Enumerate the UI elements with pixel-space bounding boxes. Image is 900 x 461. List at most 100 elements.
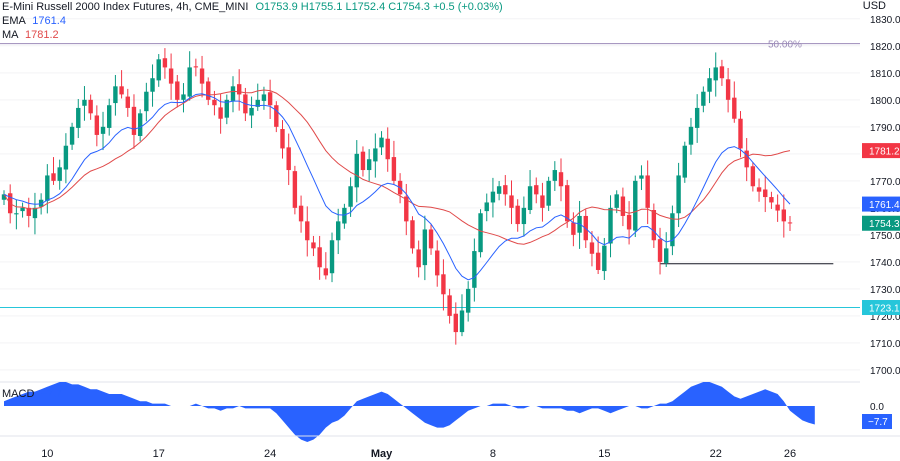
candle-down [534,185,539,195]
candle-up [676,175,681,214]
time-tick-label: 26 [784,448,796,460]
candle-up [100,126,106,134]
candle-up [608,207,613,244]
candle-up [261,94,267,101]
ema-legend-row[interactable]: EMA 1761.4 [2,14,503,28]
ma-legend-row[interactable]: MA 1781.2 [2,28,503,42]
candle-down [763,189,768,198]
candle-down [428,229,434,249]
candle-down [206,81,211,100]
candle-up [546,180,551,206]
candle-up [465,288,471,313]
candle-down [286,147,291,171]
candle-down [571,222,576,235]
candle-down [558,172,564,187]
price-tick-label: 1830.0 [870,15,900,26]
candle-down [657,239,663,262]
price-tick-label: 1720.0 [870,312,900,323]
candle-down [236,84,242,95]
candle-up [82,99,87,106]
candle-up [249,107,254,116]
time-tick-label: 17 [153,448,165,460]
candle-down [199,68,205,84]
candle-up [230,86,236,101]
macd-legend[interactable]: MACD −7.7 [2,388,62,400]
candle-down [732,97,737,119]
candle-down [540,195,545,208]
candle-down [441,274,446,295]
price-badges: 1781.2 1761.4 1754.3 1723.1 [862,143,900,316]
time-tick-label: 24 [264,448,276,460]
candle-up [602,245,607,272]
candle-down [651,210,657,241]
price-badge-text: 1781.2 [869,147,900,158]
time-tick-label: 15 [598,448,610,460]
price-axis[interactable]: 1830.01820.01810.01800.01790.01780.01770… [870,15,900,377]
candle-down [503,185,508,195]
price-badge-text: 1723.1 [869,304,900,315]
candle-down [125,96,130,108]
candle-down [305,221,310,241]
time-axis[interactable]: 10 17 24 May 8 15 22 26 [0,435,900,460]
chart-grid [0,18,860,371]
candle-up [713,67,718,81]
candle-down [317,247,322,268]
candle-down [781,209,787,222]
candle-down [416,249,421,268]
candle-down [515,205,520,225]
candle-down [267,92,273,106]
price-tick-label: 1810.0 [870,69,900,80]
exchange: CME_MINI [194,1,249,13]
fib-level-label: 50.00% [768,40,802,51]
macd-zero-label: 0.0 [870,402,884,413]
candle-up [76,107,81,128]
candle-up [38,199,44,207]
candle-up [1,194,7,200]
time-tick-label: May [371,448,393,460]
candle-up [478,213,483,253]
candle-up [459,310,465,333]
ma-line [3,89,791,245]
price-tick-label: 1700.0 [870,366,900,377]
candle-down [589,242,595,254]
candle-up [224,99,230,118]
candle-down [323,268,329,276]
candle-up [137,113,143,137]
candle-up [20,207,25,212]
macd-badge [862,414,892,429]
price-tick-label: 1740.0 [870,258,900,269]
price-badge [862,300,900,316]
candle-up [45,175,50,201]
candle-up [348,186,353,207]
ema-legend-name: EMA [2,15,26,27]
candle-down [385,138,390,160]
candle-down [26,207,31,216]
candle-up [496,186,502,194]
candle-down [564,185,570,222]
time-tick-label: 22 [710,448,722,460]
candle-up [354,153,359,188]
candle-down [391,157,397,181]
candle-down [725,79,731,100]
candle-down [620,196,626,216]
ma-legend-name: MA [2,29,18,41]
candle-up [156,59,161,81]
candle-down [447,295,452,316]
candle-down [775,204,780,211]
candle-down [738,118,743,149]
candle-up [422,229,428,266]
candle-up [472,251,477,288]
macd-legend-name: MACD [2,388,35,400]
candle-down [404,196,409,222]
price-tick-label: 1770.0 [870,177,900,188]
candle-up [187,67,192,97]
candle-up [614,194,619,208]
candle-down [509,195,514,208]
horizontal-lines: 50.00% [0,40,860,309]
candle-up [32,207,38,219]
time-tick-label: 10 [41,448,53,460]
candle-up [490,191,496,203]
candle-down [769,197,774,203]
candle-down [410,220,415,249]
